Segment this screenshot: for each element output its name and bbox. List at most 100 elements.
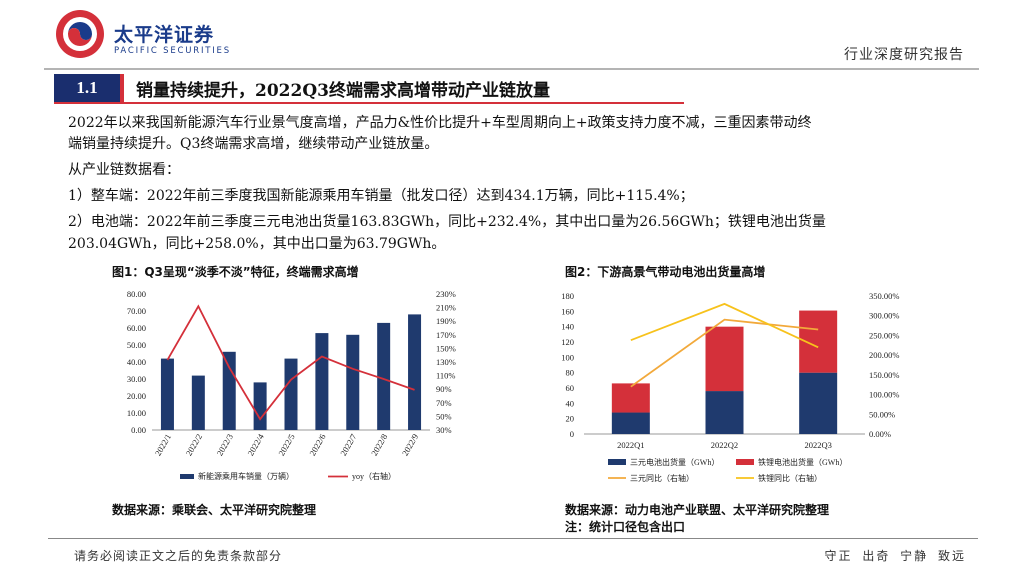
x-tick-label: 2022/2 [184, 432, 204, 457]
bar-sales [253, 382, 267, 430]
left-tick-label: 40.00 [127, 357, 146, 367]
bar-sales [284, 358, 298, 430]
bar-ternary [799, 372, 838, 434]
figure-1-title: 图1：Q3呈现“淡季不淡”特征，终端需求高增 [112, 265, 359, 279]
x-tick-label: 2022/6 [307, 432, 327, 457]
legend-label-sales: 新能源乘用车销量（万辆） [198, 471, 294, 481]
logo-subtitle: PACIFIC SECURITIES [114, 46, 231, 56]
legend-swatch-lfp [736, 459, 754, 465]
bar-sales [346, 334, 360, 430]
right-tick-label: 150.00% [869, 370, 899, 380]
logo-emblem-icon [56, 10, 104, 58]
right-tick-label: 50.00% [869, 409, 895, 419]
figure-2-note: 注：统计口径包含出口 [565, 520, 686, 534]
right-tick-label: 190% [436, 316, 456, 326]
left-tick-label: 30.00 [127, 374, 146, 384]
figure-2-source: 数据来源：动力电池产业联盟、太平洋研究院整理 [565, 503, 830, 517]
figure-2-chart: 0 20 40 60 80 100 120 140 160 180 0.00% 50.00% 100.0… [561, 291, 899, 483]
x-tick-label: 2022/4 [245, 431, 266, 457]
figure-1-chart: 0.00 10.00 20.00 30.00 40.00 50.00 60.00 70.00 8… [127, 289, 456, 481]
x-tick-label: 2022/3 [214, 432, 234, 457]
report-type: 行业深度研究报告 [844, 47, 964, 63]
right-tick-label: 110% [436, 371, 456, 381]
figure-2-title: 图2：下游高景气带动电池出货量高增 [565, 265, 766, 279]
left-tick-label: 80 [566, 368, 575, 378]
x-tick-label: 2022/8 [369, 432, 389, 457]
legend-swatch-ternary [608, 459, 626, 465]
header-divider [44, 68, 979, 70]
right-tick-label: 50% [436, 411, 452, 421]
bar-ternary [705, 391, 744, 434]
section-underline [54, 102, 684, 104]
line-yoy [166, 304, 415, 421]
right-tick-label: 30% [436, 425, 452, 435]
right-tick-label: 100.00% [869, 390, 899, 400]
right-tick-label: 250.00% [869, 330, 899, 340]
x-tick-label: 2022Q1 [617, 440, 644, 450]
right-tick-label: 200.00% [869, 350, 899, 360]
legend-swatch-sales [180, 474, 194, 479]
paragraph-4-line-1: 2）电池端：2022年前三季度三元电池出货量163.83GWh，同比+232.4… [68, 214, 826, 230]
paragraph-4-line-2: 203.04GWh，同比+258.0%，其中出口量为63.79GWh。 [68, 236, 446, 252]
legend-label-lfp-yoy: 铁锂同比（右轴） [758, 473, 822, 483]
paragraph-2: 从产业链数据看： [68, 162, 180, 178]
left-tick-label: 20.00 [127, 391, 146, 401]
footer-divider [48, 538, 978, 539]
left-tick-label: 100 [561, 352, 574, 362]
bar-lfp [611, 383, 650, 413]
logo-name: 太平洋证券 [114, 24, 215, 46]
right-tick-label: 230% [436, 289, 456, 299]
company-logo: 太平洋证券 PACIFIC SECURITIES [52, 8, 232, 60]
bar-lfp [705, 326, 744, 392]
left-tick-label: 180 [561, 291, 574, 301]
bar-sales [377, 322, 391, 430]
left-tick-label: 160 [561, 306, 574, 316]
right-tick-label: 90% [436, 384, 452, 394]
figure-1-source: 数据来源：乘联会、太平洋研究院整理 [112, 503, 317, 517]
legend-label-yoy: yoy（右轴） [352, 471, 396, 481]
right-tick-label: 150% [436, 343, 456, 353]
bar-sales [222, 351, 236, 430]
legend-label-ternary-yoy: 三元同比（右轴） [630, 473, 694, 483]
bar-sales [160, 358, 174, 430]
bar-sales [408, 314, 422, 430]
x-tick-label: 2022/7 [338, 432, 358, 457]
left-tick-label: 60.00 [127, 323, 146, 333]
paragraph-3: 1）整车端：2022年前三季度我国新能源乘用车销量（批发口径）达到434.1万辆… [68, 188, 694, 204]
right-tick-label: 210% [436, 303, 456, 313]
left-tick-label: 20 [566, 414, 575, 424]
right-tick-label: 0.00% [869, 429, 891, 439]
x-tick-label: 2022Q3 [804, 440, 831, 450]
section-number: 1.1 [54, 74, 120, 102]
bar-sales [315, 333, 329, 430]
left-tick-label: 60 [566, 383, 575, 393]
left-tick-label: 0 [570, 429, 574, 439]
section-accent-bar [120, 74, 124, 102]
x-tick-label: 2022Q2 [711, 440, 738, 450]
footer-disclaimer: 请务必阅读正文之后的免责条款部分 [74, 549, 283, 563]
x-tick-label: 2022/9 [400, 432, 420, 457]
left-tick-label: 40 [566, 398, 575, 408]
left-tick-label: 120 [561, 337, 574, 347]
paragraph-1-line-1: 2022年以来我国新能源汽车行业景气度高增，产品力&性价比提升+车型周期向上+政… [68, 115, 812, 131]
right-tick-label: 170% [436, 330, 456, 340]
section-title: 销量持续提升，2022Q3终端需求高增带动产业链放量 [136, 81, 550, 101]
left-tick-label: 10.00 [127, 408, 146, 418]
legend-label-lfp: 铁锂电池出货量（GWh） [758, 457, 847, 467]
bar-ternary [611, 412, 650, 434]
line-lfp-yoy [630, 302, 819, 349]
right-tick-label: 70% [436, 398, 452, 408]
right-tick-label: 350.00% [869, 291, 899, 301]
right-tick-label: 130% [436, 357, 456, 367]
left-tick-label: 80.00 [127, 289, 146, 299]
left-tick-label: 140 [561, 322, 574, 332]
line-ternary-yoy [630, 318, 819, 388]
right-tick-label: 300.00% [869, 311, 899, 321]
paragraph-1-line-2: 端销量持续提升。Q3终端需求高增，继续带动产业链放量。 [68, 136, 439, 152]
left-tick-label: 70.00 [127, 306, 146, 316]
left-tick-label: 0.00 [131, 425, 146, 435]
x-tick-label: 2022/5 [276, 432, 296, 457]
legend-label-ternary: 三元电池出货量（GWh） [630, 457, 719, 467]
left-tick-label: 50.00 [127, 340, 146, 350]
x-tick-label: 2022/1 [153, 432, 173, 457]
